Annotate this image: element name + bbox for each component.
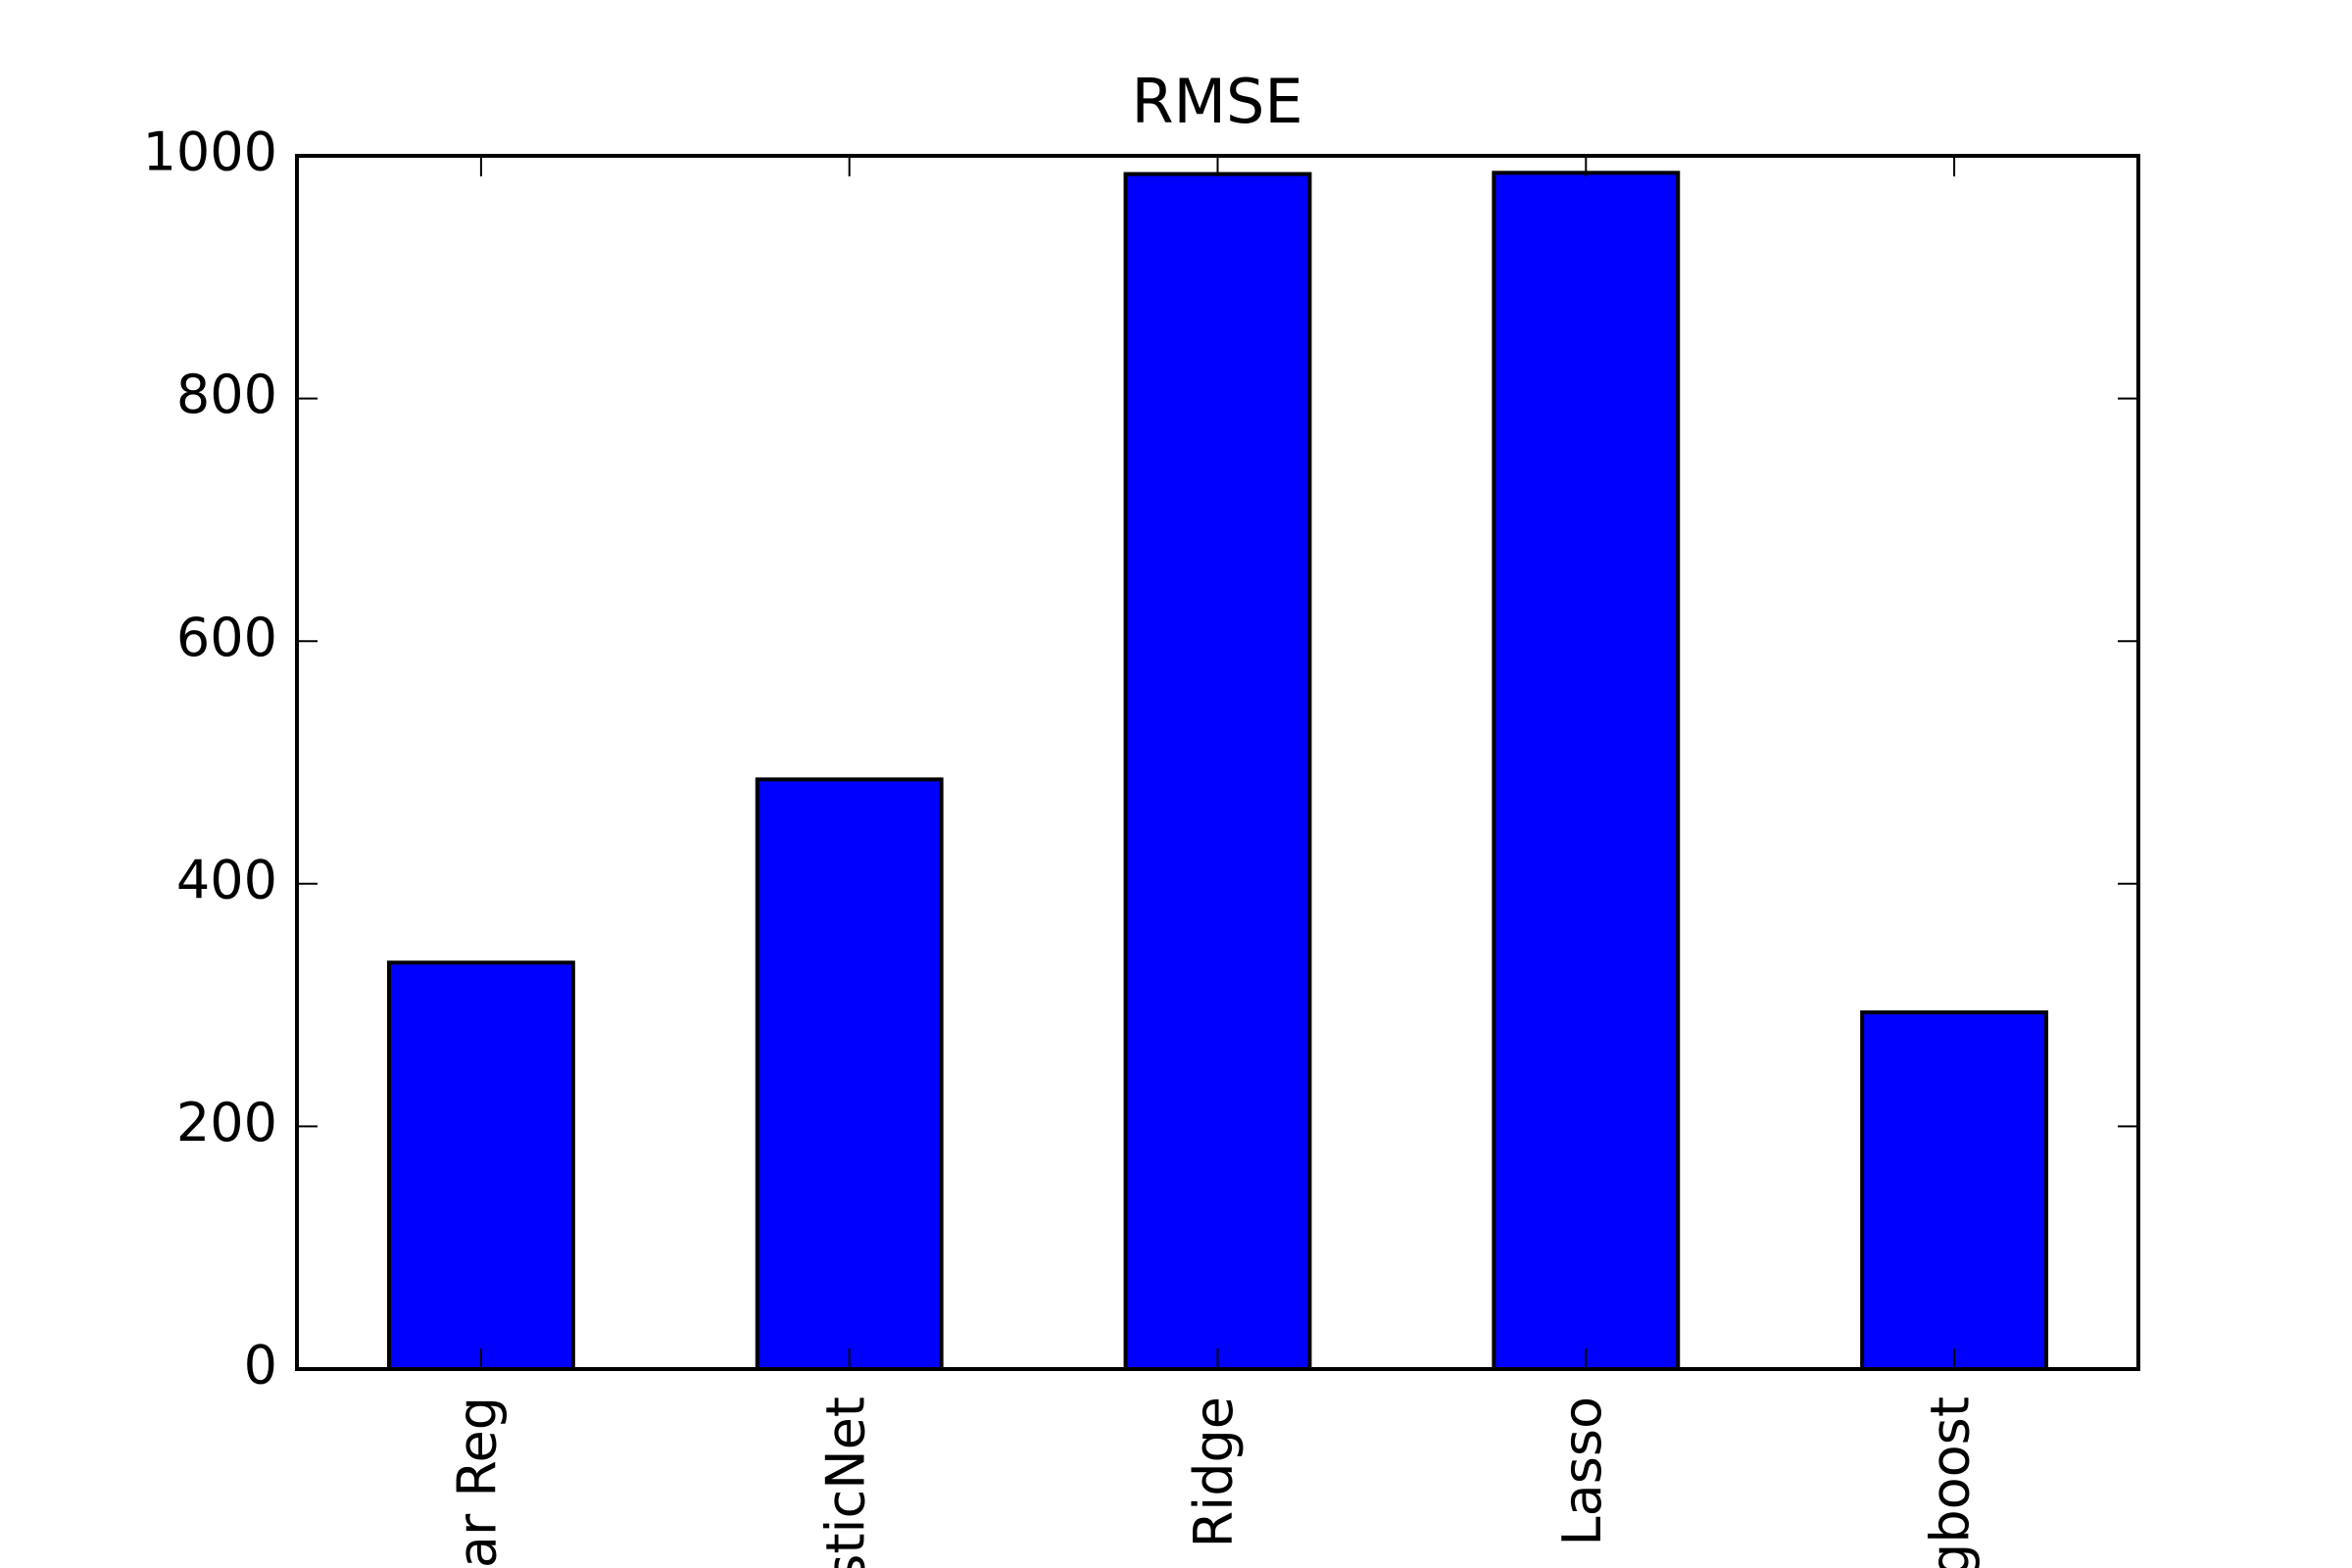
y-tick-label: 400 — [176, 849, 277, 910]
bar — [1492, 171, 1681, 1371]
y-tick-label: 800 — [176, 364, 277, 425]
bar — [1860, 1010, 2049, 1371]
chart-title: RMSE — [1131, 66, 1302, 137]
y-tick-label: 0 — [244, 1335, 277, 1396]
y-tick-label: 1000 — [143, 122, 277, 183]
bar — [386, 960, 575, 1372]
x-tick-label: ar Reg — [447, 1396, 509, 1568]
x-tick-label: Ridge — [1183, 1396, 1245, 1547]
x-tick-label: sticNet — [814, 1396, 876, 1568]
x-tick-label: gboost — [1920, 1396, 1982, 1568]
x-tick-label: Lasso — [1551, 1396, 1613, 1545]
y-tick-label: 600 — [176, 607, 277, 668]
bar — [1123, 172, 1312, 1372]
y-tick-label: 200 — [176, 1092, 277, 1153]
bar — [755, 777, 944, 1371]
plot-frame — [295, 154, 2140, 1371]
